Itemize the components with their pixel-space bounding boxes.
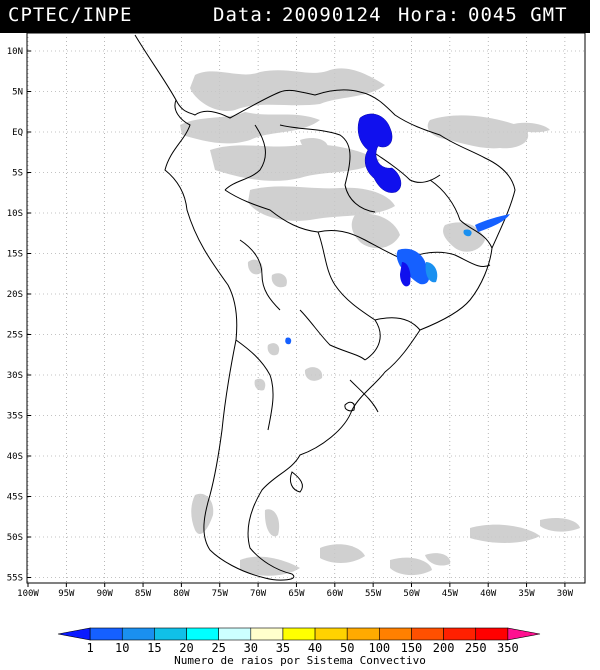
title-bar: CPTEC/INPE Data: 20090124 Hora: 0045 GMT: [0, 0, 590, 33]
legend-swatch: [250, 627, 284, 641]
legend-swatch: [411, 627, 444, 641]
lat-tick-label: 30S: [7, 371, 23, 381]
legend-value-label: 250: [465, 641, 487, 655]
lightning-map: 10N5NEQ5S10S15S20S25S30S35S40S45S50S55S …: [7, 32, 586, 599]
cloud-cover: [180, 68, 580, 576]
lon-tick-label: 90W: [97, 589, 114, 599]
lon-tick-label: 65W: [288, 589, 305, 599]
lon-tick-label: 30W: [557, 589, 574, 599]
lat-tick-label: 15S: [7, 250, 23, 260]
legend-value-label: 350: [497, 641, 519, 655]
date-label: Data:: [213, 4, 276, 26]
legend-swatch: [314, 627, 348, 641]
lon-tick-label: 55W: [365, 589, 382, 599]
lon-tick-label: 80W: [173, 589, 190, 599]
legend-value-label: 35: [276, 641, 290, 655]
legend-value-label: 30: [244, 641, 258, 655]
legend-title: Numero de raios por Sistema Convectivo: [174, 654, 426, 667]
lat-tick-label: 40S: [7, 452, 23, 462]
legend-value-label: 50: [340, 641, 354, 655]
lon-tick-label: 85W: [135, 589, 152, 599]
latitude-labels: 10N 5N EQ 5S 10S 15S 20S 25S 30S 35S 40S 45S 50S 55S: [7, 47, 31, 584]
legend-swatch: [89, 627, 123, 641]
coastlines: [134, 34, 516, 581]
legend-value-label: 40: [308, 641, 322, 655]
lat-tick-label: 55S: [7, 574, 23, 584]
lon-tick-label: 50W: [403, 589, 420, 599]
legend-value-label: 15: [147, 641, 161, 655]
lon-tick-label: 75W: [212, 589, 229, 599]
lat-tick-label: 45S: [7, 493, 23, 503]
lat-tick-label: 35S: [7, 412, 23, 422]
lat-tick-label: 50S: [7, 533, 23, 543]
legend-value-label: 20: [179, 641, 193, 655]
lat-tick-label: 5S: [12, 169, 23, 179]
lightning-clusters: [285, 113, 510, 345]
legend-swatch: [282, 627, 316, 641]
lon-tick-label: 95W: [58, 589, 75, 599]
lon-tick-label: 35W: [518, 589, 535, 599]
legend-swatch: [443, 627, 477, 641]
legend-swatch: [507, 627, 541, 641]
time-label: Hora:: [398, 4, 461, 26]
legend-swatch: [379, 627, 412, 641]
legend-swatch: [121, 627, 155, 641]
lat-tick-label: 5N: [12, 88, 23, 98]
lat-tick-label: 10N: [7, 47, 23, 57]
date-value: 20090124: [282, 4, 382, 26]
legend-value-label: 200: [433, 641, 455, 655]
lat-tick-label: EQ: [12, 128, 23, 138]
lon-tick-label: 60W: [327, 589, 344, 599]
longitude-labels: 100W 95W 90W 85W 80W 75W 70W 65W 60W 55W 50W 45W 40W…: [17, 583, 574, 599]
lat-tick-label: 10S: [7, 209, 23, 219]
legend-value-label: 25: [211, 641, 225, 655]
legend-swatch: [57, 627, 91, 641]
color-legend: 1 10 15 20 25 30 35 40 50 100 150 200 250 350 Numero …: [57, 627, 541, 667]
legend-swatch: [154, 627, 187, 641]
lat-tick-label: 25S: [7, 331, 23, 341]
lon-tick-label: 45W: [442, 589, 459, 599]
legend-swatch: [186, 627, 219, 641]
legend-value-label: 100: [368, 641, 390, 655]
map-frame: [26, 32, 586, 584]
legend-value-label: 1: [87, 641, 94, 655]
legend-swatch: [218, 627, 252, 641]
legend-color-bar: [57, 627, 541, 641]
legend-swatch: [346, 627, 380, 641]
time-value: 0045 GMT: [468, 4, 568, 26]
agency-label: CPTEC/INPE: [8, 4, 133, 26]
lon-tick-label: 70W: [250, 589, 267, 599]
lat-tick-label: 20S: [7, 290, 23, 300]
lon-tick-label: 100W: [17, 589, 39, 599]
lon-tick-label: 40W: [480, 589, 497, 599]
legend-values: 1 10 15 20 25 30 35 40 50 100 150 200 250 350: [87, 641, 519, 655]
legend-value-label: 150: [401, 641, 423, 655]
legend-value-label: 10: [115, 641, 129, 655]
legend-swatch: [475, 627, 509, 641]
